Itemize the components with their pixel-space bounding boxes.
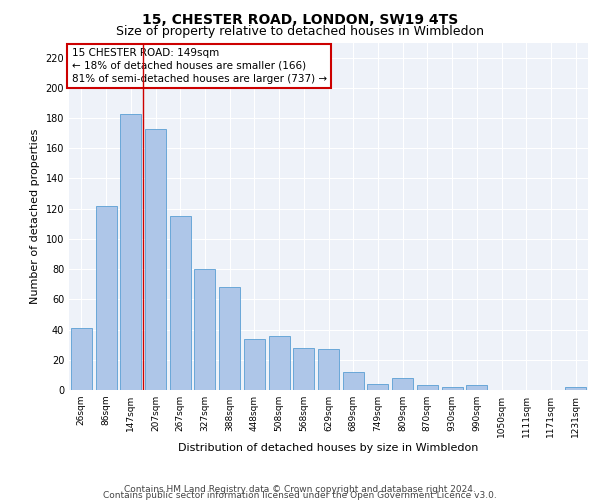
Bar [170,216,191,390]
Bar [95,206,116,390]
Text: Contains public sector information licensed under the Open Government Licence v3: Contains public sector information licen… [103,491,497,500]
Bar [442,387,463,390]
Bar [565,387,586,390]
Bar [244,338,265,390]
Bar [293,348,314,390]
Y-axis label: Number of detached properties: Number of detached properties [30,128,40,304]
Bar [466,386,487,390]
Text: Size of property relative to detached houses in Wimbledon: Size of property relative to detached ho… [116,25,484,38]
Bar [367,384,388,390]
Bar [219,288,240,390]
Text: 15 CHESTER ROAD: 149sqm
← 18% of detached houses are smaller (166)
81% of semi-d: 15 CHESTER ROAD: 149sqm ← 18% of detache… [71,48,327,84]
Text: Contains HM Land Registry data © Crown copyright and database right 2024.: Contains HM Land Registry data © Crown c… [124,485,476,494]
Bar [71,328,92,390]
Bar [269,336,290,390]
X-axis label: Distribution of detached houses by size in Wimbledon: Distribution of detached houses by size … [178,442,479,452]
Bar [392,378,413,390]
Bar [343,372,364,390]
Bar [145,128,166,390]
Bar [318,349,339,390]
Bar [120,114,141,390]
Text: 15, CHESTER ROAD, LONDON, SW19 4TS: 15, CHESTER ROAD, LONDON, SW19 4TS [142,12,458,26]
Bar [194,269,215,390]
Bar [417,386,438,390]
